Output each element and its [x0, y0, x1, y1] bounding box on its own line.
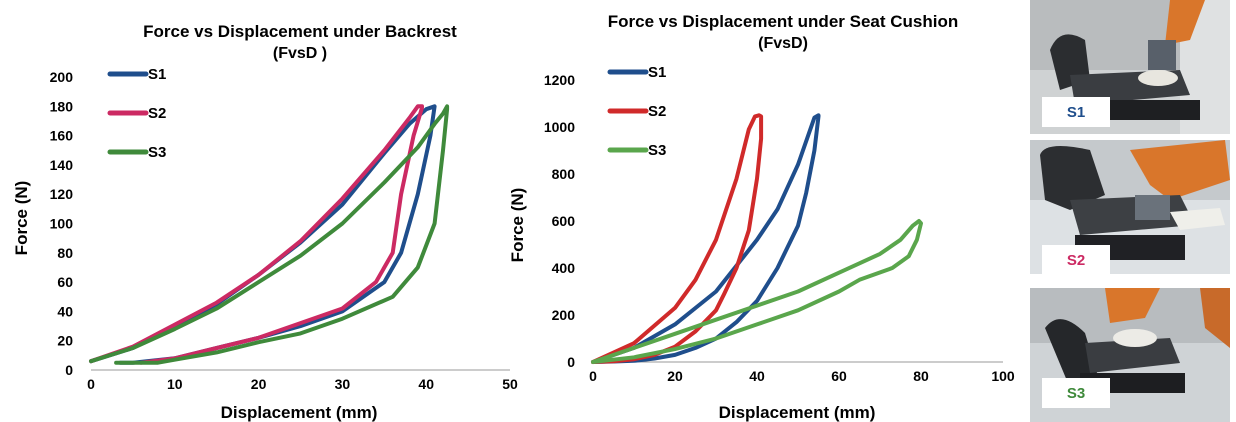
y-tick-label: 1000: [544, 119, 575, 135]
seat-robot-photo-s2: [1030, 140, 1230, 274]
y-tick-label: 80: [57, 245, 73, 261]
y-tick-label: 140: [50, 157, 74, 173]
series-line-s1: [591, 113, 821, 364]
y-tick-label: 160: [50, 128, 74, 144]
legend-label: S3: [148, 144, 166, 161]
photo-label: S3: [1042, 378, 1110, 408]
y-tick-label: 400: [552, 260, 576, 276]
seat-robot-photo-s1: [1030, 0, 1230, 134]
photo-panel-s3: S3: [1030, 288, 1230, 422]
y-axis-label: Force (N): [508, 188, 527, 263]
y-tick-label: 40: [57, 303, 73, 319]
x-tick-label: 20: [251, 376, 267, 392]
x-tick-label: 30: [335, 376, 351, 392]
chart-seat-cushion: Force vs Displacement under Seat Cushion…: [508, 12, 1015, 422]
series-line-s3: [89, 104, 450, 365]
tick-labels: 0 10 20 30 40 50 0 20 40 60 80 100 120 140 160 180 200: [50, 69, 518, 392]
chart-title: Force vs Displacement under Seat Cushion: [608, 12, 958, 31]
legend: S1 S2 S3: [607, 64, 666, 159]
y-tick-label: 180: [50, 98, 74, 114]
legend-label: S1: [148, 66, 166, 83]
legend-label: S1: [648, 64, 666, 81]
y-tick-label: 200: [50, 69, 74, 85]
series-line-s3: [591, 219, 923, 364]
x-tick-label: 0: [87, 376, 95, 392]
x-axis-label: Displacement (mm): [221, 403, 378, 422]
y-tick-label: 800: [552, 166, 576, 182]
series-group: [591, 113, 923, 364]
y-tick-label: 20: [57, 333, 73, 349]
chart-backrest: Force vs Displacement under Backrest (Fv…: [12, 22, 518, 422]
x-tick-label: 50: [502, 376, 518, 392]
y-tick-label: 600: [552, 213, 576, 229]
x-tick-label: 20: [667, 368, 683, 384]
legend-label: S3: [648, 142, 666, 159]
y-tick-label: 0: [567, 354, 575, 370]
photo-panel-s1: S1: [1030, 0, 1230, 134]
y-tick-label: 100: [50, 216, 74, 232]
series-line-s1: [89, 104, 437, 365]
x-tick-label: 40: [749, 368, 765, 384]
y-tick-label: 200: [552, 307, 576, 323]
series-group: [89, 104, 450, 365]
y-tick-label: 1200: [544, 72, 575, 88]
x-tick-label: 40: [418, 376, 434, 392]
x-tick-label: 10: [167, 376, 183, 392]
photo-panel-s2: S2: [1030, 140, 1230, 274]
legend-label: S2: [148, 105, 166, 122]
y-tick-label: 60: [57, 274, 73, 290]
photo-label: S2: [1042, 245, 1110, 274]
x-tick-label: 0: [589, 368, 597, 384]
legend-label: S2: [648, 103, 666, 120]
chart-subtitle: (FvsD): [758, 35, 808, 52]
series-line-s2: [89, 104, 424, 365]
chart-title: Force vs Displacement under Backrest: [143, 22, 457, 41]
figure-charts: Force vs Displacement under Backrest (Fv…: [12, 12, 1015, 422]
x-tick-label: 100: [991, 368, 1015, 384]
y-axis-label: Force (N): [12, 181, 31, 256]
y-tick-label: 0: [65, 362, 73, 378]
x-tick-label: 60: [831, 368, 847, 384]
chart-subtitle: (FvsD ): [273, 45, 327, 62]
x-tick-label: 80: [913, 368, 929, 384]
y-tick-label: 120: [50, 186, 74, 202]
legend: S1 S2 S3: [107, 66, 166, 161]
x-axis-label: Displacement (mm): [719, 403, 876, 422]
photo-label: S1: [1042, 97, 1110, 127]
